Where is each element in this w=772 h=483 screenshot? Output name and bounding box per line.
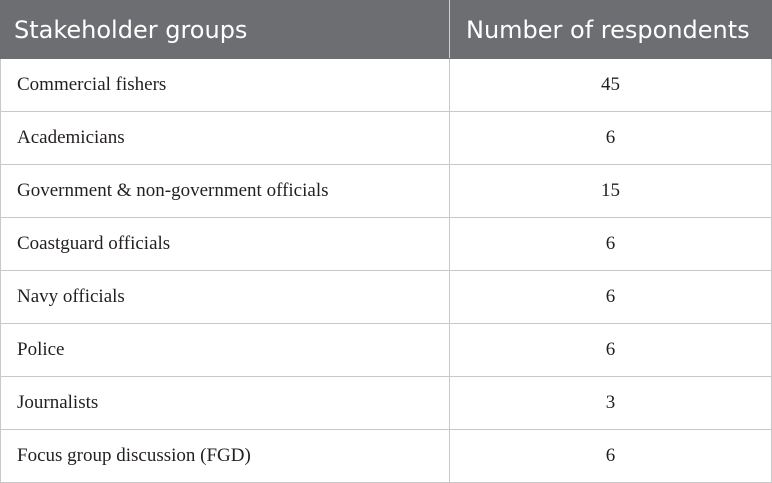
stakeholder-group-cell: Journalists: [0, 376, 450, 430]
table-row: Journalists 3: [0, 376, 772, 430]
table-header: Stakeholder groups Number of respondents: [0, 0, 772, 59]
header-stakeholder-groups: Stakeholder groups: [0, 0, 450, 59]
respondent-count-cell: 15: [449, 164, 772, 218]
respondent-count-cell: 6: [449, 111, 772, 165]
respondent-count-cell: 6: [449, 323, 772, 377]
stakeholder-group-cell: Coastguard officials: [0, 217, 450, 271]
respondent-count-cell: 3: [449, 376, 772, 430]
table-row: Coastguard officials 6: [0, 217, 772, 271]
table-row: Commercial fishers 45: [0, 58, 772, 112]
respondent-count-cell: 45: [449, 58, 772, 112]
table-body: Commercial fishers 45 Academicians 6 Gov…: [0, 58, 772, 483]
stakeholder-group-cell: Commercial fishers: [0, 58, 450, 112]
header-number-of-respondents: Number of respondents: [449, 0, 772, 59]
table-row: Police 6: [0, 323, 772, 377]
header-row: Stakeholder groups Number of respondents: [0, 0, 772, 59]
table-row: Government & non-government officials 15: [0, 164, 772, 218]
respondent-count-cell: 6: [449, 270, 772, 324]
stakeholder-group-cell: Academicians: [0, 111, 450, 165]
stakeholder-group-cell: Police: [0, 323, 450, 377]
stakeholder-group-cell: Government & non-government officials: [0, 164, 450, 218]
stakeholder-group-cell: Navy officials: [0, 270, 450, 324]
respondent-count-cell: 6: [449, 429, 772, 483]
table-row: Focus group discussion (FGD) 6: [0, 429, 772, 483]
table-row: Navy officials 6: [0, 270, 772, 324]
table-row: Academicians 6: [0, 111, 772, 165]
respondent-count-cell: 6: [449, 217, 772, 271]
stakeholder-group-cell: Focus group discussion (FGD): [0, 429, 450, 483]
